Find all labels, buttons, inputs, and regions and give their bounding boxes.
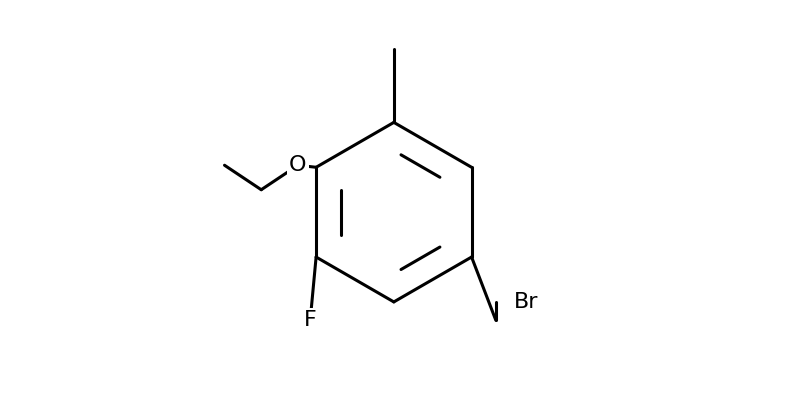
Text: F: F <box>304 310 316 330</box>
Text: O: O <box>289 155 306 175</box>
Text: Br: Br <box>514 292 538 312</box>
